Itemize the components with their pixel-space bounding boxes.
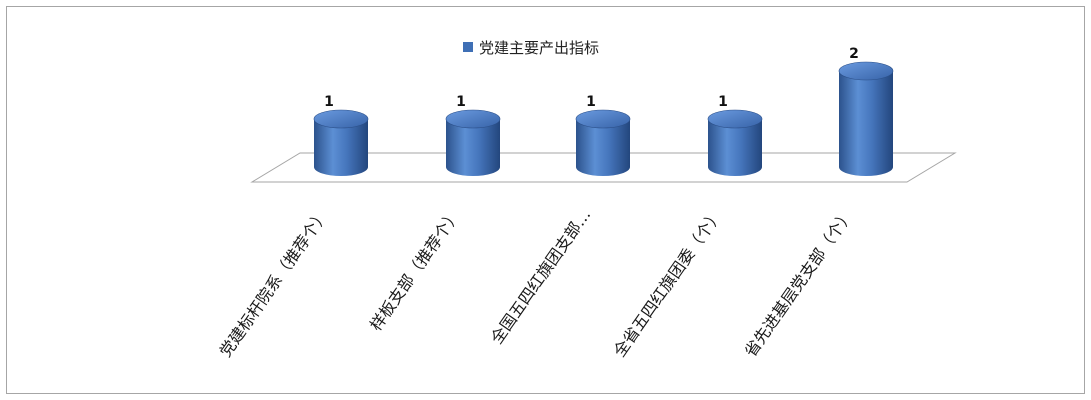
- bar-body-4: [839, 71, 893, 176]
- legend-label: 党建主要产出指标: [479, 38, 600, 57]
- data-label-3: 1: [718, 94, 728, 110]
- data-label-2: 1: [586, 94, 596, 110]
- bar-top-0: [313, 109, 369, 129]
- bar-0: [313, 109, 369, 176]
- x-tick-label-4: 省先进基层党支部（个）: [741, 205, 858, 360]
- x-tick-label-3: 全省五四红旗团委（个）: [610, 205, 727, 360]
- bar-4: [838, 61, 894, 176]
- data-label-4: 2: [849, 46, 859, 62]
- bar-body-3: [708, 119, 762, 176]
- bar-top-2: [575, 109, 631, 129]
- bar-top-3: [707, 109, 763, 129]
- bar-body-2: [576, 119, 630, 176]
- x-tick-label-1: 样板支部（推荐个）: [366, 205, 464, 334]
- legend-swatch: [463, 42, 473, 52]
- bar-top-4: [838, 61, 894, 81]
- bar-3: [707, 109, 763, 176]
- data-label-1: 1: [456, 94, 466, 110]
- bar-2: [575, 109, 631, 176]
- legend: 党建主要产出指标: [463, 37, 599, 57]
- x-tick-label-0: 党建标杆院系（推荐个）: [216, 205, 333, 360]
- bar-1: [445, 109, 501, 176]
- bar-top-1: [445, 109, 501, 129]
- bar-body-0: [314, 119, 368, 176]
- data-label-0: 1: [324, 94, 334, 110]
- x-tick-label-2: 全国五四红旗团支部…: [487, 205, 594, 347]
- chart-frame: 党建主要产出指标: [6, 6, 1085, 394]
- bar-body-1: [446, 119, 500, 176]
